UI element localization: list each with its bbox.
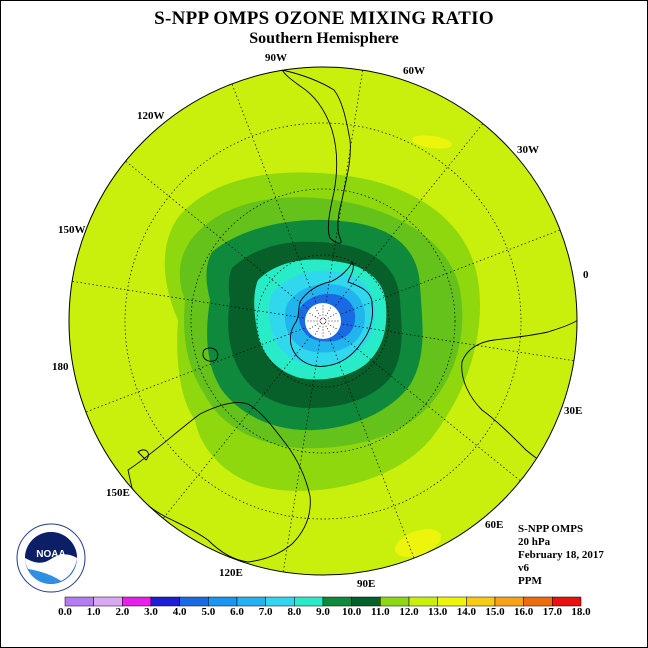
colorbar-label: 18.0 (571, 606, 591, 618)
colorbar-swatch (552, 596, 582, 607)
colorbar-swatch (64, 596, 94, 607)
lon-label-30e: 30E (564, 405, 582, 417)
ozone-patch-13-14 (412, 135, 452, 149)
noaa-logo-text: NOAA (36, 549, 65, 560)
colorbar-swatch (236, 596, 266, 607)
colorbar-swatch (322, 596, 352, 607)
colorbar-label: 12.0 (399, 606, 419, 618)
colorbar-label: 9.0 (316, 606, 330, 618)
map-subtitle: Southern Hemisphere (249, 30, 399, 47)
colorbar-swatch (179, 596, 209, 607)
lon-label-60w: 60W (403, 65, 425, 77)
colorbar-label: 1.0 (86, 606, 101, 618)
lon-label-150w: 150W (58, 224, 86, 236)
pole-grid (307, 305, 339, 337)
info-version: v6 (518, 562, 529, 574)
ozone-patch-13-14 (395, 529, 441, 557)
colorbar-label: 3.0 (144, 606, 158, 618)
colorbar-swatch (294, 596, 324, 607)
lon-label-150e: 150E (106, 487, 130, 499)
colorbar-label: 6.0 (230, 606, 244, 618)
lon-label-30w: 30W (517, 144, 539, 156)
colorbar-label: 14.0 (456, 606, 476, 618)
lon-label-90w: 90W (265, 52, 287, 64)
lon-label-90e: 90E (357, 578, 375, 590)
lon-label-120w: 120W (137, 110, 165, 122)
colorbar-labels: 0.0 1.0 2.0 3.0 4.0 5.0 6.0 7.0 8.0 9.0 10.0 11.0 12… (0, 606, 648, 620)
map-title: S-NPP OMPS OZONE MIXING RATIO (154, 8, 494, 29)
lon-label-60e: 60E (485, 519, 503, 531)
colorbar-label: 2.0 (115, 606, 130, 618)
colorbar-swatch (466, 596, 496, 607)
lon-label-180: 180 (52, 361, 69, 373)
colorbar-swatch (494, 596, 524, 607)
colorbar-swatch (380, 596, 410, 607)
graticule (72, 70, 574, 572)
colorbar-label: 4.0 (172, 606, 187, 618)
colorbar-swatch (265, 596, 295, 607)
colorbar-swatch (208, 596, 238, 607)
colorbar-label: 16.0 (514, 606, 534, 618)
coastlines (127, 69, 577, 563)
colorbar-label: 10.0 (342, 606, 362, 618)
colorbar-label: 5.0 (201, 606, 216, 618)
lon-label-120e: 120E (219, 567, 243, 579)
colorbar (64, 596, 582, 607)
colorbar-label: 8.0 (287, 606, 302, 618)
lon-label-0: 0 (583, 269, 589, 281)
colorbar-label: 7.0 (258, 606, 273, 618)
colorbar-swatch (93, 596, 123, 607)
info-level: 20 hPa (518, 536, 551, 548)
colorbar-swatch (523, 596, 553, 607)
info-units: PPM (518, 575, 542, 587)
colorbar-swatch (122, 596, 152, 607)
colorbar-label: 15.0 (485, 606, 505, 618)
noaa-logo: NOAA (16, 523, 86, 593)
colorbar-swatch (408, 596, 438, 607)
colorbar-label: 11.0 (371, 606, 390, 618)
info-instrument: S-NPP OMPS (518, 523, 584, 535)
colorbar-label: 17.0 (542, 606, 562, 618)
colorbar-swatch (437, 596, 467, 607)
colorbar-label: 13.0 (428, 606, 448, 618)
info-date: February 18, 2017 (518, 549, 604, 561)
pole-missing-data (305, 303, 341, 339)
colorbar-label: 0.0 (58, 606, 72, 618)
colorbar-swatch (150, 596, 180, 607)
colorbar-swatch (351, 596, 381, 607)
